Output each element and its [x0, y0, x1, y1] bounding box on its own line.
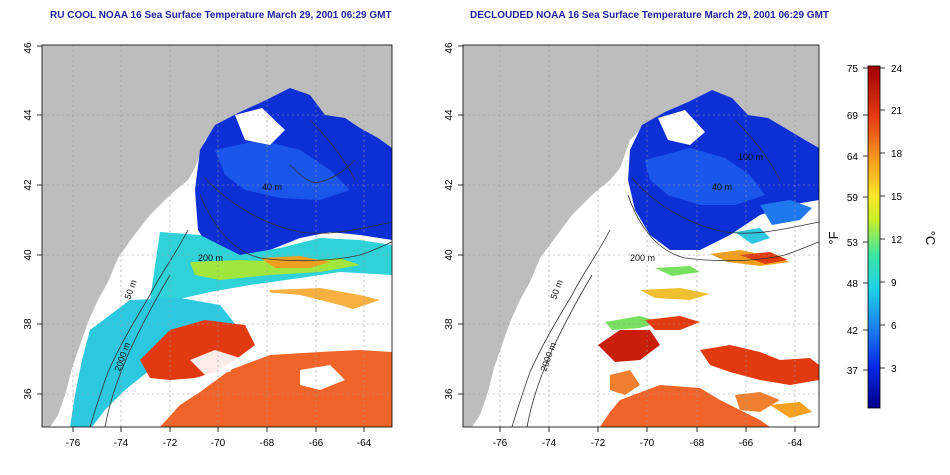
right-y-tick-label: 42 — [444, 179, 455, 191]
celsius-tick-label: 3 — [891, 364, 897, 375]
left-map-frame — [41, 44, 393, 428]
right-x-tick-label: -68 — [690, 438, 705, 449]
right-x-tick-label: -72 — [591, 438, 606, 449]
left-x-tick-label: -74 — [114, 438, 129, 449]
fahrenheit-tick-label: 75 — [847, 64, 859, 75]
right-x-tick-label: -76 — [493, 438, 508, 449]
fahrenheit-tick-label: 59 — [847, 193, 859, 204]
fahrenheit-tick-label: 64 — [847, 152, 859, 163]
right-y-tick-label: 40 — [444, 249, 455, 261]
warm-water-region — [598, 330, 660, 362]
right-x-tick-label: -66 — [739, 438, 754, 449]
celsius-tick-label: 24 — [891, 64, 903, 75]
right-x-tick-label: -74 — [542, 438, 557, 449]
left-x-tick-label: -70 — [211, 438, 226, 449]
contour-label-40m: 40 m — [262, 182, 282, 192]
contour-label-100m: 100 m — [738, 152, 763, 162]
bathymetry-contours — [89, 119, 392, 427]
left-map-panel: 200 m 40 m 50 m 2000 m -76 -74 -72 -70 -… — [23, 42, 393, 449]
celsius-tick-label: 9 — [891, 278, 897, 289]
left-y-tick-label: 42 — [23, 179, 34, 191]
left-x-tick-label: -64 — [357, 438, 372, 449]
left-x-tick-label: -76 — [66, 438, 81, 449]
right-x-tick-label: -70 — [640, 438, 655, 449]
right-y-tick-label: 46 — [444, 42, 455, 54]
temperature-colorbar: 75 69 64 59 53 48 42 37 24 21 18 15 12 9… — [826, 64, 938, 409]
celsius-tick-label: 12 — [891, 235, 903, 246]
celsius-tick-label: 18 — [891, 149, 903, 160]
contour-label-40m: 40 m — [712, 182, 732, 192]
right-y-tick-label: 44 — [444, 109, 455, 121]
contour-label-200m: 200 m — [198, 253, 223, 263]
fahrenheit-tick-label: 48 — [847, 279, 859, 290]
left-x-tick-label: -66 — [309, 438, 324, 449]
land-mass — [463, 45, 819, 427]
left-grid — [42, 45, 392, 427]
left-y-tick-label: 46 — [23, 42, 34, 54]
fahrenheit-tick-label: 42 — [847, 326, 859, 337]
right-map-panel: 200 m 40 m 100 m 50 m 2000 m -76 -74 -72… — [444, 42, 820, 449]
fahrenheit-tick-label: 37 — [847, 366, 859, 377]
right-map-frame — [462, 44, 820, 428]
celsius-tick-label: 21 — [891, 106, 903, 117]
left-y-tick-label: 44 — [23, 109, 34, 121]
right-grid — [463, 45, 819, 427]
contour-label-200m: 200 m — [630, 253, 655, 263]
right-map-title: DECLOUDED NOAA 16 Sea Surface Temperatur… — [470, 10, 830, 21]
left-x-tick-label: -72 — [163, 438, 178, 449]
fahrenheit-axis-label: °F — [826, 231, 841, 244]
right-y-tick-label: 38 — [444, 318, 455, 330]
right-x-tick-label: -64 — [788, 438, 803, 449]
left-y-tick-label: 36 — [23, 388, 34, 400]
celsius-tick-label: 6 — [891, 321, 897, 332]
left-y-tick-label: 40 — [23, 249, 34, 261]
left-map-title: RU COOL NOAA 16 Sea Surface Temperature … — [50, 10, 392, 21]
left-x-tick-label: -68 — [260, 438, 275, 449]
fahrenheit-tick-label: 53 — [847, 238, 859, 249]
right-y-tick-label: 36 — [444, 388, 455, 400]
left-y-tick-label: 38 — [23, 318, 34, 330]
land-mass — [42, 45, 392, 427]
fahrenheit-tick-label: 69 — [847, 111, 859, 122]
colorbar-gradient — [867, 65, 881, 409]
celsius-tick-label: 15 — [891, 192, 903, 203]
celsius-axis-label: °C — [923, 231, 938, 246]
bathymetry-contours — [511, 119, 819, 427]
